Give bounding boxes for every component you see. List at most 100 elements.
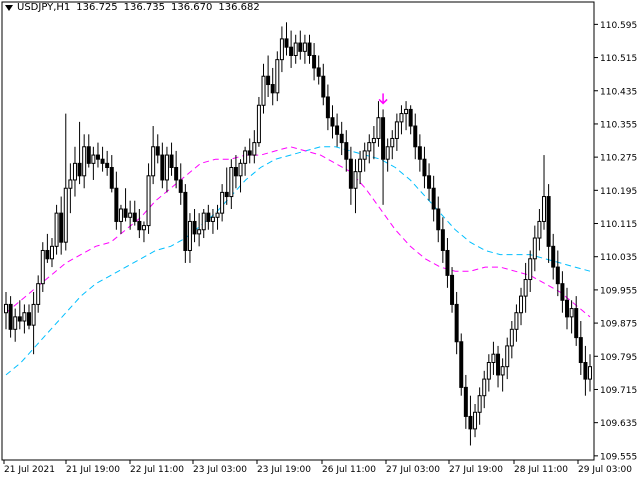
candle xyxy=(542,155,547,230)
candle-body xyxy=(459,341,464,388)
candle xyxy=(358,150,363,185)
candle-body xyxy=(123,208,128,218)
y-tick-label: 110.355 xyxy=(600,120,637,130)
candle xyxy=(238,159,243,193)
candle xyxy=(371,126,376,160)
candle-body xyxy=(169,154,174,169)
candle-body xyxy=(86,146,91,164)
y-tick-label: 110.595 xyxy=(600,21,637,31)
candle-body xyxy=(546,196,551,247)
y-tick-label: 109.635 xyxy=(600,419,637,429)
candle xyxy=(417,134,422,172)
candle-body xyxy=(192,220,197,235)
candle xyxy=(40,242,45,292)
candle-body xyxy=(289,46,294,56)
candle-body xyxy=(164,154,169,181)
candle xyxy=(496,345,501,388)
candle xyxy=(77,121,82,185)
candle-body xyxy=(141,225,146,231)
candle xyxy=(335,113,340,147)
candle-body xyxy=(201,212,206,231)
candle-body xyxy=(206,212,211,222)
candle-body xyxy=(307,42,312,56)
candle-body xyxy=(266,75,271,86)
candle xyxy=(187,213,192,263)
candle-body xyxy=(551,245,556,268)
candle-body xyxy=(477,395,482,413)
x-tick-label: 22 Jul 11:00 xyxy=(130,465,184,475)
candle xyxy=(160,142,165,189)
candle-body xyxy=(178,179,183,193)
candle-body xyxy=(13,316,18,330)
candle xyxy=(450,267,455,313)
candle-body xyxy=(413,125,418,148)
candle-body xyxy=(574,308,579,339)
y-tick-label: 110.195 xyxy=(600,187,637,197)
candle xyxy=(574,296,579,346)
candle xyxy=(390,130,395,160)
candle-body xyxy=(394,121,399,139)
candle xyxy=(82,134,87,189)
candle xyxy=(399,105,404,135)
candle xyxy=(68,163,73,214)
candle xyxy=(307,34,312,64)
candle xyxy=(565,287,570,330)
candle xyxy=(54,204,59,255)
candle xyxy=(427,163,432,201)
candle-body xyxy=(555,266,560,285)
candle-body xyxy=(224,191,229,198)
candle xyxy=(256,96,261,147)
candle-body xyxy=(399,113,404,123)
candle-body xyxy=(588,366,592,380)
candle-body xyxy=(128,212,133,218)
candle xyxy=(266,55,271,97)
price-axis[interactable]: 110.595 110.515 110.435 110.355 110.275 110.1… xyxy=(594,21,637,462)
dropdown-triangle-icon[interactable] xyxy=(5,4,13,11)
candle xyxy=(560,271,565,313)
candle-body xyxy=(431,187,436,210)
candle xyxy=(192,208,197,243)
time-axis[interactable]: 21 Jul 2021 21 Jul 19:00 22 Jul 11:00 23 Ju… xyxy=(3,460,632,475)
candle xyxy=(473,403,478,438)
candle xyxy=(118,204,123,234)
candle-body xyxy=(132,212,137,222)
candle xyxy=(252,130,257,164)
candle xyxy=(4,291,8,330)
candle-body xyxy=(233,167,238,177)
candle-body xyxy=(220,191,225,214)
candle xyxy=(174,150,179,189)
candle-body xyxy=(468,415,473,430)
candle xyxy=(477,387,482,425)
candle xyxy=(132,200,137,226)
candle-body xyxy=(321,75,326,98)
candle xyxy=(95,142,100,168)
y-tick-label: 110.275 xyxy=(600,154,637,164)
candle-body xyxy=(583,362,588,380)
candle-body xyxy=(284,38,289,48)
candle xyxy=(454,291,459,355)
candle-body xyxy=(197,229,202,235)
candle-body xyxy=(335,125,340,135)
candle-body xyxy=(151,146,156,177)
candle xyxy=(293,34,298,64)
candle-body xyxy=(486,362,491,380)
y-tick-label: 109.555 xyxy=(600,452,637,462)
candle xyxy=(49,238,54,268)
candle xyxy=(284,22,289,56)
candle-body xyxy=(505,345,510,368)
candle xyxy=(468,395,473,446)
candle xyxy=(275,51,280,102)
candle-body xyxy=(105,162,110,169)
ma-fast-line xyxy=(5,146,591,318)
candle xyxy=(491,341,496,375)
candle-body xyxy=(560,283,565,301)
candle-body xyxy=(137,220,142,231)
candle xyxy=(233,155,238,189)
candle-body xyxy=(174,167,179,181)
candle xyxy=(201,208,206,239)
candle xyxy=(588,354,592,392)
candle-body xyxy=(316,67,321,77)
candle xyxy=(220,184,225,222)
